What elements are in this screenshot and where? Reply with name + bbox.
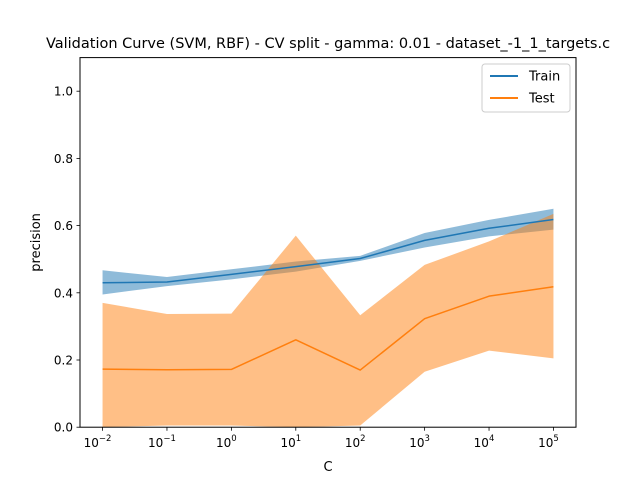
legend: Train Test [481,63,571,113]
y-tick-label: 0.6 [54,219,73,233]
y-axis-label: precision [29,213,44,272]
x-tick-label: 102 [345,434,366,450]
y-axis-ticks: 0.0 0.2 0.4 0.6 0.8 1.0 [54,85,80,435]
plot-frame [79,57,577,428]
y-tick-label: 0.2 [54,354,73,368]
x-tick-label: 100 [216,434,237,450]
x-tick-label: 10−2 [84,434,112,450]
y-tick-label: 0.8 [54,152,73,166]
test-line [102,286,554,371]
x-tick-label: 104 [474,434,495,450]
chart-title: Validation Curve (SVM, RBF) - CV split -… [46,36,610,52]
test-band [102,213,554,428]
train-line [102,218,554,284]
x-tick-label: 103 [409,434,430,450]
confidence-bands [102,208,554,428]
y-tick-label: 1.0 [54,85,73,99]
x-axis-ticks: 10−2 10−1 100 101 102 103 104 105 [84,427,559,450]
x-tick-label: 105 [538,434,559,450]
legend-test-label: Test [528,92,555,107]
train-band [102,208,554,295]
x-tick-label: 101 [280,434,301,450]
y-tick-label: 0.0 [54,421,73,435]
y-tick-label: 0.4 [54,286,73,300]
series-lines [102,218,554,371]
legend-train-label: Train [528,70,560,85]
x-tick-label: 10−1 [148,434,176,450]
x-axis-label: C [323,460,332,475]
